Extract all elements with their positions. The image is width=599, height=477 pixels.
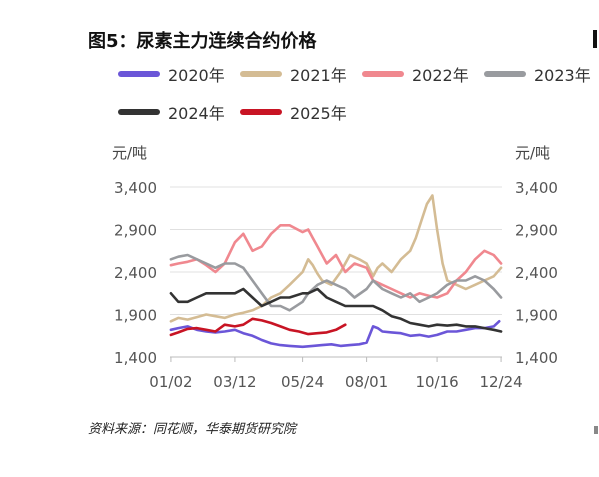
edge-mark (593, 30, 597, 48)
legend-item: 2020年 (118, 62, 225, 86)
legend-label: 2021年 (290, 66, 347, 85)
x-tick-label: 10/16 (415, 373, 458, 391)
y-tick-label-right: 1,400 (515, 349, 558, 367)
legend-item: 2022年 (362, 62, 469, 86)
x-tick-label: 05/24 (281, 373, 324, 391)
series-line (169, 287, 503, 333)
y-tick-label-right: 1,900 (515, 307, 558, 325)
series-line (169, 194, 503, 323)
x-tick-label: 03/12 (213, 373, 256, 391)
x-tick-label: 12/24 (479, 373, 522, 391)
legend-swatch (118, 71, 160, 77)
series-line (169, 253, 503, 312)
y-tick-label-right: 2,900 (515, 222, 558, 240)
legend-swatch (118, 109, 160, 115)
x-tick-label: 01/02 (149, 373, 192, 391)
y-tick-label-left: 2,900 (114, 222, 157, 240)
legend-label: 2025年 (290, 104, 347, 123)
series-line (169, 319, 501, 349)
y-ticks-right: 1,400 1,900 2,400 2,900 3,400 (515, 179, 558, 367)
y-tick-label-left: 3,400 (114, 179, 157, 197)
legend-swatch (484, 71, 526, 77)
legend-label: 2024年 (168, 104, 225, 123)
y-unit-left: 元/吨 (112, 144, 147, 162)
y-tick-label-left: 2,400 (114, 264, 157, 282)
chart-title: 图5：尿素主力连续合约价格 (88, 31, 317, 52)
series-line (169, 317, 347, 337)
legend-label: 2022年 (412, 66, 469, 85)
legend-item: 2025年 (240, 100, 347, 124)
x-tick-label: 08/01 (345, 373, 388, 391)
y-ticks-left: 1,400 1,900 2,400 2,900 3,400 (114, 179, 157, 367)
y-tick-label-right: 3,400 (515, 179, 558, 197)
y-unit-right: 元/吨 (515, 144, 550, 162)
legend-item: 2021年 (240, 62, 347, 86)
grid (170, 186, 502, 358)
y-tick-label-right: 2,400 (515, 264, 558, 282)
x-ticks: 01/02 03/12 05/24 08/01 10/16 12/24 (149, 357, 523, 391)
legend-swatch (362, 71, 404, 77)
series-lines (169, 194, 503, 349)
legend-swatch (240, 109, 282, 115)
legend-label: 2020年 (168, 66, 225, 85)
source-note: 资料来源：同花顺，华泰期货研究院 (88, 422, 297, 437)
legend-label: 2023年 (534, 66, 591, 85)
legend-item: 2024年 (118, 100, 225, 124)
edge-mark-2 (594, 426, 598, 434)
series-line (169, 224, 503, 299)
y-tick-label-left: 1,400 (114, 349, 157, 367)
legend-item: 2023年 (484, 62, 591, 86)
y-tick-label-left: 1,900 (114, 307, 157, 325)
legend-swatch (240, 71, 282, 77)
